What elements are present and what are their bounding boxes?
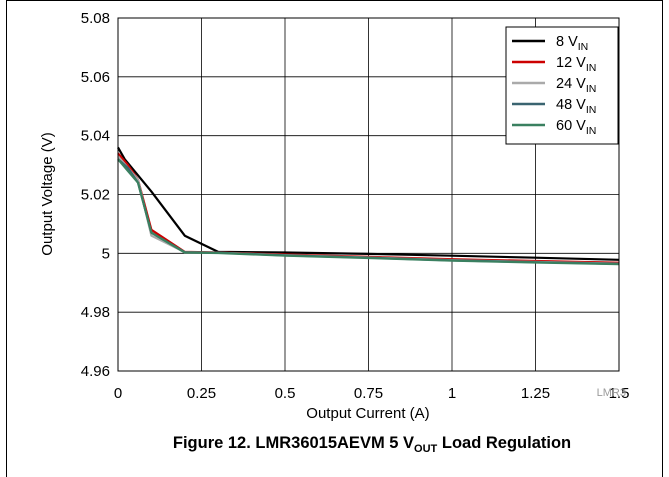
y-tick-label: 5.04 [81,128,110,145]
legend-label-12-vin: 12 VIN [556,55,596,74]
x-tick-label: 0.5 [275,385,296,402]
y-tick-label: 5.08 [81,10,110,27]
legend: 8 VIN 12 VIN 24 VIN 48 VIN 60 VIN [505,26,619,145]
y-tick-label: 4.98 [81,304,110,321]
legend-label-24-vin: 24 VIN [556,76,596,95]
reference-code: LMR3 [597,387,626,399]
x-tick-label: 0 [114,385,122,402]
series-layer [117,146,620,266]
legend-label-8-vin: 8 VIN [556,34,588,53]
frame-top-border [6,0,663,1]
y-tick-label: 5.02 [81,187,110,204]
y-axis-title: Output Voltage (V) [39,132,56,255]
x-tick-label: 0.75 [354,385,383,402]
caption-subscript: OUT [414,443,438,455]
x-tick-label: 1 [448,385,456,402]
figure-caption: Figure 12. LMR36015AEVM 5 VOUT Load Regu… [173,434,571,455]
x-tick-label: 1.25 [521,385,550,402]
frame-right-border [662,0,663,477]
plot-area-border [117,17,620,372]
x-tick-label: 0.25 [187,385,216,402]
legend-label-48-vin: 48 VIN [556,97,596,116]
caption-prefix: Figure 12. LMR36015AEVM 5 V [173,434,414,452]
x-axis-title: Output Current (A) [306,405,429,422]
y-tick-label: 5.06 [81,69,110,86]
legend-label-60-vin: 60 VIN [556,118,596,137]
x-tick-label: 1.5 [609,385,630,402]
series-line-60-vin [117,158,620,266]
y-tick-label: 5 [102,245,110,262]
y-tick-label: 4.96 [81,363,110,380]
caption-suffix: Load Regulation [437,434,571,452]
x-tick-labels: 0 0.25 0.5 0.75 1 1.25 1.5 [114,385,630,402]
series-line-8-vin [117,146,620,261]
frame-left-border [6,0,7,477]
y-tick-labels: 4.96 4.98 5 5.02 5.04 5.06 5.08 [81,10,110,380]
